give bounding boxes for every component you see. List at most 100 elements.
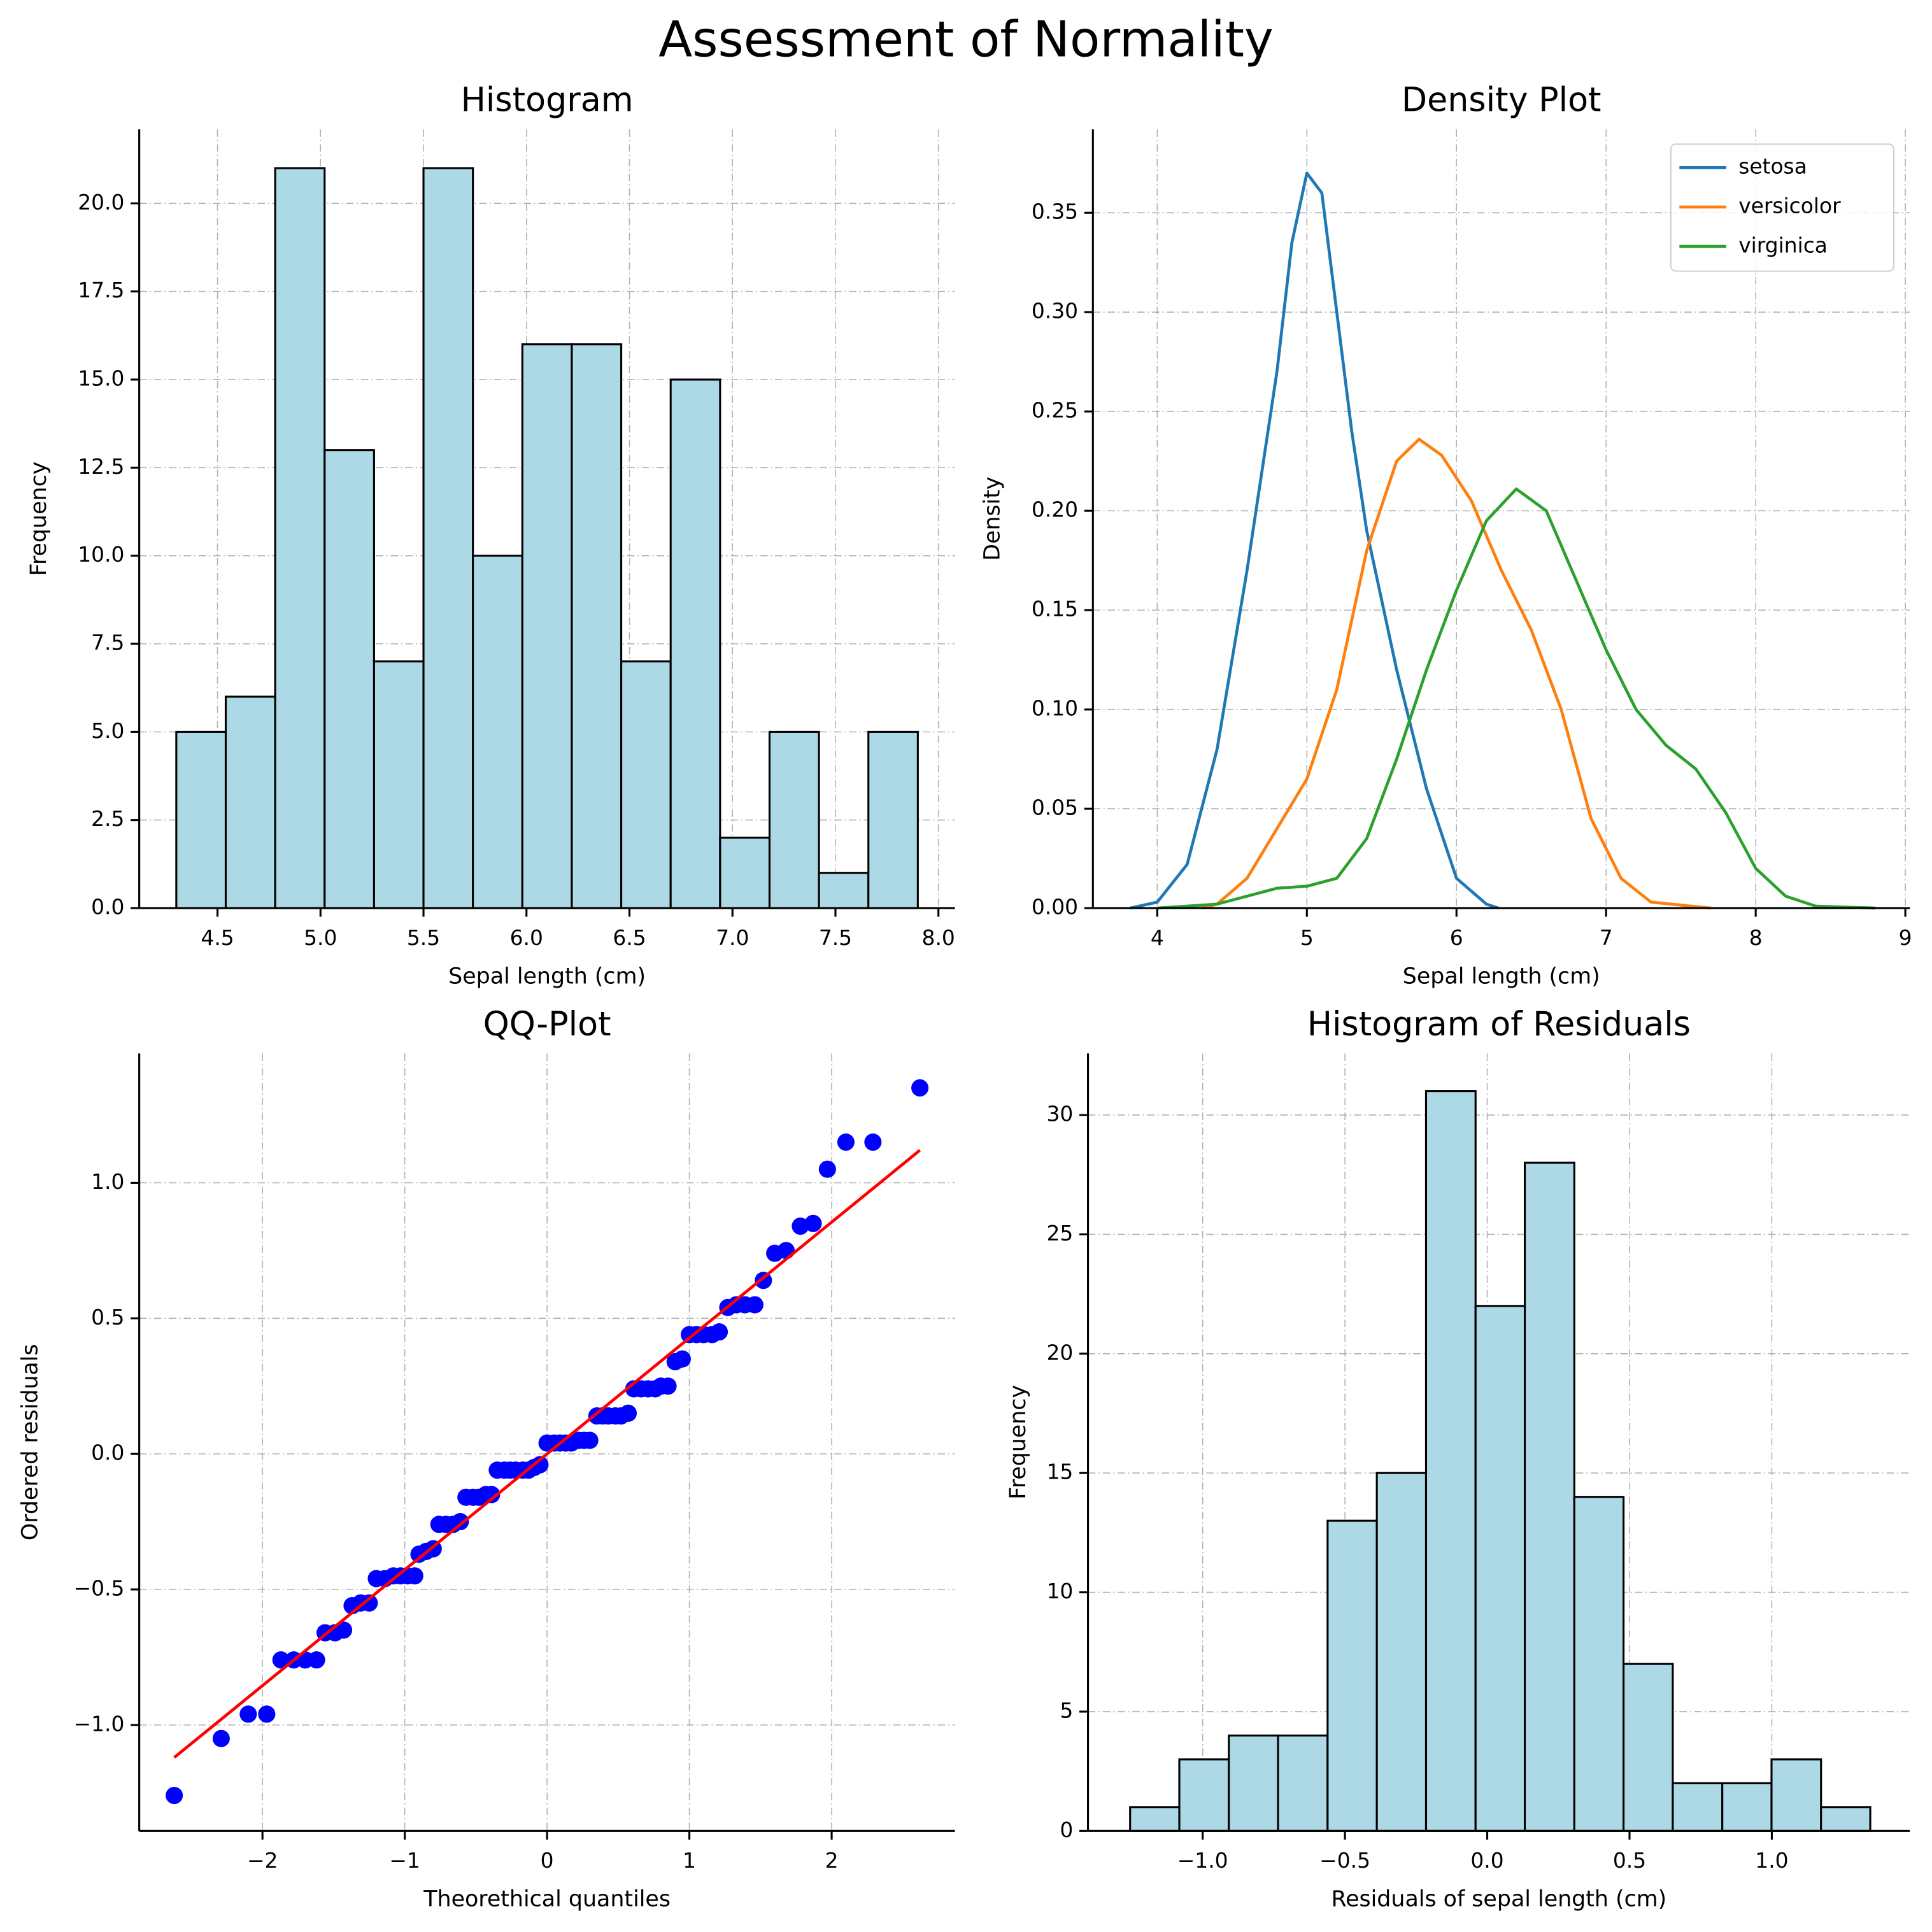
subplot-title: Density Plot xyxy=(1402,82,1602,120)
y-tick-label: 0.30 xyxy=(1032,299,1078,323)
y-tick-label: 2.5 xyxy=(91,806,124,831)
bar xyxy=(620,660,672,909)
point xyxy=(659,1377,677,1395)
legend-label: setosa xyxy=(1738,154,1807,179)
x-tick-label: 1 xyxy=(683,1848,696,1873)
bar xyxy=(472,555,523,909)
bar xyxy=(1474,1305,1526,1832)
y-tick-label: −0.5 xyxy=(74,1576,125,1601)
subplot-title: Histogram of Residuals xyxy=(1307,1005,1691,1044)
y-tick-label: 15 xyxy=(1046,1460,1073,1484)
bar xyxy=(1326,1519,1378,1832)
point xyxy=(792,1218,809,1235)
subplot: setosa versicolor virginica 4 5 6 7 8 9 0.00 0.05 0… xyxy=(980,82,1912,990)
x-tick-label: −0.5 xyxy=(1319,1848,1370,1873)
point xyxy=(746,1296,764,1314)
x-tick-label: 7.0 xyxy=(716,925,749,950)
y-tick-label: 20.0 xyxy=(78,190,124,215)
bar xyxy=(818,872,870,909)
bar xyxy=(224,695,276,909)
bar xyxy=(768,730,820,909)
point xyxy=(212,1730,230,1747)
legend-label: versicolor xyxy=(1738,194,1841,218)
y-tick-label: 10 xyxy=(1046,1579,1073,1603)
y-tick-label: 0.35 xyxy=(1032,199,1078,224)
y-tick-label: 0.15 xyxy=(1032,597,1078,622)
y-axis-label: Frequency xyxy=(1005,1385,1031,1500)
figure-title: Assessment of Normality xyxy=(658,11,1274,69)
point xyxy=(272,1651,290,1669)
x-tick-label: −1.0 xyxy=(1177,1848,1228,1873)
bar xyxy=(1721,1782,1773,1832)
x-tick-label: 5 xyxy=(1300,925,1314,950)
x-tick-label: 6.5 xyxy=(613,925,646,950)
point xyxy=(451,1513,469,1531)
bar xyxy=(1375,1472,1428,1832)
legend-label: virginica xyxy=(1738,232,1828,257)
bar xyxy=(175,730,227,909)
y-tick-label: 15.0 xyxy=(78,366,124,391)
x-tick-label: 4.5 xyxy=(201,925,234,950)
y-tick-label: 12.5 xyxy=(78,454,124,479)
y-tick-label: 30 xyxy=(1046,1102,1073,1126)
point xyxy=(335,1621,353,1639)
point xyxy=(673,1350,691,1368)
y-tick-label: 0.0 xyxy=(91,1440,124,1465)
bar xyxy=(867,730,919,909)
x-axis-label: Sepal length (cm) xyxy=(448,963,646,989)
density-line xyxy=(1157,487,1876,910)
point xyxy=(483,1486,501,1503)
point xyxy=(308,1651,325,1669)
bar xyxy=(274,167,326,909)
x-axis-label: Theorethical quantiles xyxy=(423,1887,671,1912)
density-line xyxy=(1130,171,1499,910)
y-tick-label: 0.00 xyxy=(1032,895,1078,920)
y-tick-label: 25 xyxy=(1046,1221,1073,1246)
point xyxy=(531,1456,549,1474)
x-tick-label: 6 xyxy=(1450,925,1463,950)
y-axis-label: Frequency xyxy=(26,462,52,576)
x-tick-label: 0.0 xyxy=(1470,1848,1503,1873)
x-tick-label: 1.0 xyxy=(1755,1848,1788,1873)
x-tick-label: 2 xyxy=(825,1848,839,1873)
y-tick-label: 0.5 xyxy=(91,1305,124,1330)
x-tick-label: 4 xyxy=(1151,925,1164,950)
x-tick-label: 8.0 xyxy=(922,925,955,950)
subplot-title: QQ-Plot xyxy=(483,1005,611,1044)
x-tick-label: 0.5 xyxy=(1613,1848,1646,1873)
bar xyxy=(1672,1782,1724,1832)
subplot: −1.0 −0.5 0.0 0.5 1.0 0 5 10 15 20 25 30 Histogram o… xyxy=(1005,1005,1910,1912)
bar xyxy=(1178,1758,1230,1832)
y-tick-label: 20 xyxy=(1046,1340,1073,1365)
y-tick-label: 7.5 xyxy=(91,630,124,655)
point xyxy=(581,1431,599,1449)
y-tick-label: 5 xyxy=(1060,1698,1073,1722)
x-axis-label: Sepal length (cm) xyxy=(1403,963,1600,989)
point xyxy=(710,1323,728,1341)
x-tick-label: 6.0 xyxy=(510,925,543,950)
y-tick-label: 5.0 xyxy=(91,718,124,743)
bar xyxy=(1277,1734,1329,1832)
density-line xyxy=(1202,437,1711,910)
x-tick-label: 7.5 xyxy=(819,925,852,950)
bar xyxy=(373,660,425,909)
y-tick-label: 0.25 xyxy=(1032,398,1078,423)
point xyxy=(166,1787,183,1805)
point xyxy=(818,1160,836,1178)
legend-box xyxy=(1670,143,1894,272)
bar xyxy=(1623,1663,1674,1832)
point xyxy=(619,1404,637,1422)
bar xyxy=(422,167,474,909)
bar xyxy=(1820,1806,1872,1832)
point xyxy=(778,1242,795,1260)
y-tick-label: 0.0 xyxy=(91,895,124,920)
fit-line xyxy=(173,1149,921,1759)
subplot-title: Histogram xyxy=(461,82,634,120)
point xyxy=(804,1214,822,1232)
bar xyxy=(521,343,573,909)
bar xyxy=(1523,1161,1575,1832)
subplot: 4.5 5.0 5.5 6.0 6.5 7.0 7.5 8.0 0.0 2.5 5.0 7.5 10.0… xyxy=(26,82,955,990)
point xyxy=(406,1567,423,1585)
